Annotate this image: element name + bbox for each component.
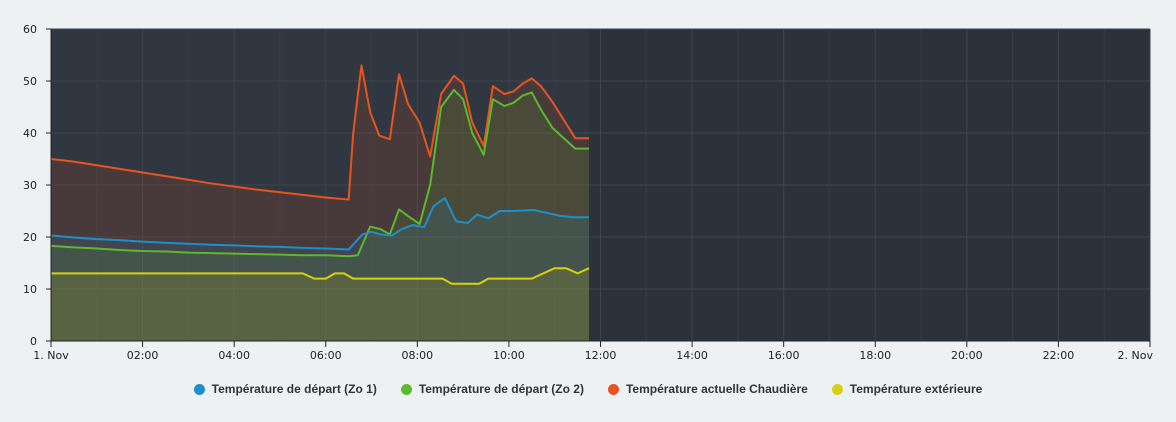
x-tick-label: 08:00 <box>401 349 433 362</box>
legend-item-exterieure[interactable]: Température extérieure <box>831 382 983 396</box>
x-tick-label: 1. Nov <box>33 349 69 362</box>
x-tick-label: 14:00 <box>676 349 708 362</box>
y-tick-label: 20 <box>23 231 37 244</box>
y-tick-label: 40 <box>23 127 37 140</box>
legend-dot-icon <box>607 383 619 395</box>
x-tick-label: 16:00 <box>768 349 800 362</box>
series-area <box>51 65 590 342</box>
x-tick-label: 2. Nov <box>1118 349 1154 362</box>
legend-dot-icon <box>193 383 205 395</box>
temperature-chart: 0 10 20 30 40 50 60 1. Nov 02:00 04:00 06:00 08:00… <box>23 23 1153 362</box>
y-tick-label: 50 <box>23 75 37 88</box>
series-areas <box>51 65 590 342</box>
x-tick-label: 20:00 <box>951 349 983 362</box>
series-line[interactable] <box>51 267 590 285</box>
x-tick-label: 12:00 <box>585 349 617 362</box>
x-tick-label: 22:00 <box>1043 349 1075 362</box>
legend-dot-icon <box>400 383 412 395</box>
legend-dot-icon <box>831 383 843 395</box>
y-tick-label: 30 <box>23 179 37 192</box>
series-line[interactable] <box>50 197 590 251</box>
y-tick-label: 60 <box>23 23 37 36</box>
series-area <box>51 198 590 341</box>
series-line[interactable] <box>50 88 590 258</box>
x-tick-label: 10:00 <box>493 349 525 362</box>
legend-label: Température extérieure <box>849 382 983 396</box>
x-tick-label: 04:00 <box>218 349 250 362</box>
x-tick-label: 18:00 <box>859 349 891 362</box>
x-tick-label: 02:00 <box>127 349 159 362</box>
legend-item-chaudiere[interactable]: Température actuelle Chaudière <box>607 382 808 396</box>
series-lines <box>50 64 590 285</box>
legend-item-zo2[interactable]: Température de départ (Zo 2) <box>400 382 584 396</box>
legend-label: Température de départ (Zo 2) <box>418 382 584 396</box>
chart-legend: Température de départ (Zo 1) Température… <box>0 378 1176 400</box>
legend-item-zo1[interactable]: Température de départ (Zo 1) <box>193 382 377 396</box>
legend-label: Température de départ (Zo 1) <box>211 382 377 396</box>
series-area <box>51 268 590 341</box>
y-tick-label: 0 <box>30 335 37 348</box>
x-axis-ticks: 1. Nov 02:00 04:00 06:00 08:00 10:00 12:00 14:0… <box>33 341 1153 362</box>
series-area <box>51 89 590 341</box>
y-tick-label: 10 <box>23 283 37 296</box>
legend-label: Température actuelle Chaudière <box>625 382 808 396</box>
x-tick-label: 06:00 <box>310 349 342 362</box>
series-line[interactable] <box>50 64 590 201</box>
y-axis-ticks: 0 10 20 30 40 50 60 <box>23 23 51 348</box>
